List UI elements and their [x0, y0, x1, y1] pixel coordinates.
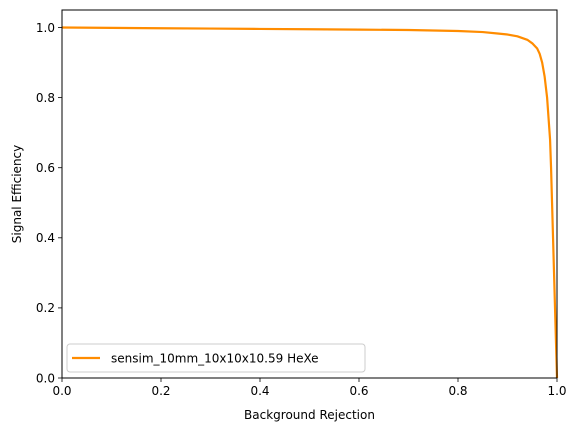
y-tick-label: 0.0: [36, 371, 55, 385]
legend-box: [66, 343, 366, 373]
x-axis-ticks: 0.0 0.2 0.4 0.6 0.8 1.0: [52, 378, 567, 398]
y-axis-ticks: 0.0 0.2 0.4 0.6 0.8 1.0: [36, 21, 62, 385]
x-tick-label: 0.4: [250, 384, 269, 398]
y-tick-label: 0.4: [36, 231, 55, 245]
x-tick-label: 0.0: [52, 384, 71, 398]
x-tick-label: 0.8: [448, 384, 467, 398]
axes-frame: [61, 9, 558, 379]
x-tick-label: 1.0: [547, 384, 566, 398]
plot-area: 0.0 0.2 0.4 0.6 0.8 1.0 0.0 0.2 0.4 0.6 0.8 1.0 Ba…: [10, 9, 567, 422]
legend: sensim_10mm_10x10x10.59 HeXe: [66, 343, 366, 373]
y-tick-label: 0.2: [36, 301, 55, 315]
y-tick-label: 0.6: [36, 161, 55, 175]
y-axis-label: Signal Efficiency: [10, 145, 24, 243]
x-axis-label: Background Rejection: [244, 408, 375, 422]
legend-label: sensim_10mm_10x10x10.59 HeXe: [111, 352, 319, 366]
x-tick-label: 0.2: [151, 384, 170, 398]
x-tick-label: 0.6: [349, 384, 368, 398]
y-tick-label: 0.8: [36, 91, 55, 105]
series-line-sensim: [61, 26, 559, 379]
y-tick-label: 1.0: [36, 21, 55, 35]
